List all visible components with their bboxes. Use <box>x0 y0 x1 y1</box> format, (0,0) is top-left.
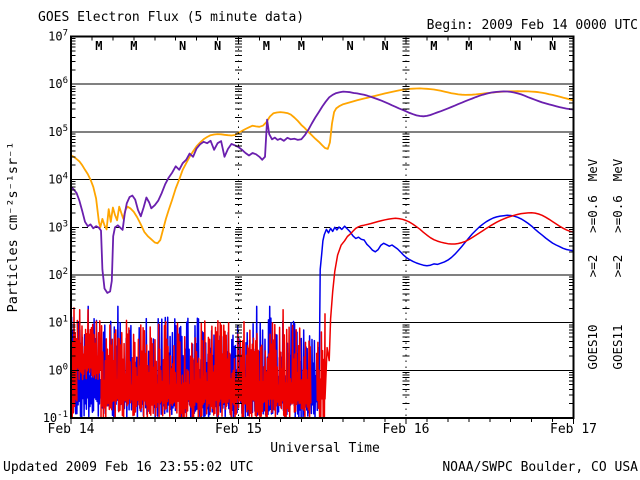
legend-right-margin: MeV MeV >=0.6 >=0.6 >=2 >=2 GOES10 GOES1… <box>585 158 625 369</box>
legend-goes11-e2: >=2 <box>610 255 625 278</box>
local-time-marker-n: N <box>214 39 221 53</box>
page-title: GOES Electron Flux (5 minute data) <box>38 10 304 25</box>
local-time-marker-n: N <box>179 39 186 53</box>
local-time-marker-n: N <box>347 39 354 53</box>
source-label: NOAA/SWPC Boulder, CO USA <box>442 460 638 475</box>
local-time-marker-n: N <box>514 39 521 53</box>
y-tick-label: 100 <box>48 362 68 377</box>
local-time-marker-m: M <box>95 39 102 53</box>
x-tick-label: Feb 16 <box>383 422 430 437</box>
legend-goes11-satellite: GOES11 <box>610 324 625 369</box>
legend-goes10-mev: MeV <box>585 158 600 181</box>
begin-label: Begin: 2009 Feb 14 0000 UTC <box>427 18 638 33</box>
series-line-goes11-e06 <box>71 87 574 245</box>
y-tick-label: 104 <box>48 172 68 187</box>
y-tick-label: 10-1 <box>43 410 68 425</box>
x-tick-label: Feb 15 <box>215 422 262 437</box>
local-time-marker-n: N <box>549 39 556 53</box>
legend-goes10-e06: >=0.6 <box>585 195 600 233</box>
legend-goes10-satellite: GOES10 <box>585 324 600 369</box>
x-tick-label: Feb 14 <box>48 422 95 437</box>
x-tick-label: Feb 17 <box>550 422 597 437</box>
legend-goes11-e06: >=0.6 <box>610 195 625 233</box>
local-time-marker-n: N <box>381 39 388 53</box>
legend-goes11-mev: MeV <box>610 158 625 181</box>
local-time-marker-m: M <box>298 39 305 53</box>
y-tick-label: 103 <box>48 219 68 234</box>
y-tick-label: 106 <box>48 76 68 91</box>
x-axis-title: Universal Time <box>270 441 380 456</box>
updated-label: Updated 2009 Feb 16 23:55:02 UTC <box>3 460 253 475</box>
y-tick-label: 102 <box>48 267 68 282</box>
legend-goes10-e2: >=2 <box>585 255 600 278</box>
local-time-marker-m: M <box>130 39 137 53</box>
y-axis-title: Particles cm⁻²s⁻¹sr⁻¹ <box>5 142 21 313</box>
y-tick-label: 101 <box>48 315 68 330</box>
y-tick-label: 107 <box>48 29 68 44</box>
y-tick-label: 105 <box>48 124 68 139</box>
series-line-goes10-e06 <box>71 90 574 294</box>
axes-frame <box>70 35 575 424</box>
local-time-marker-m: M <box>430 39 437 53</box>
local-time-marker-m: M <box>263 39 270 53</box>
local-time-marker-m: M <box>465 39 472 53</box>
